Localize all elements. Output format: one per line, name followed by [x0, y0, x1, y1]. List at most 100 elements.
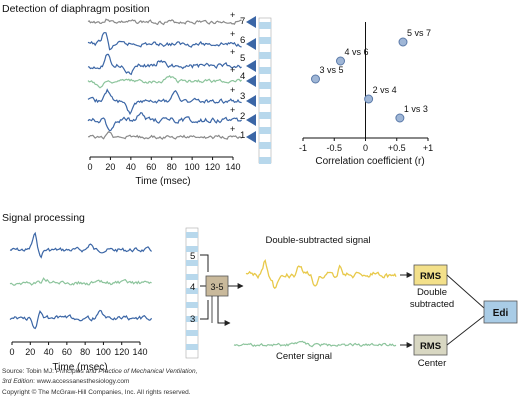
top-trace-arrow-6: [246, 38, 256, 50]
polarity-plus: +: [230, 29, 235, 39]
axis-tick-label: 100: [96, 347, 111, 357]
processed-traces: [233, 258, 397, 348]
corr-x-tick-label: -1: [299, 143, 307, 153]
top-section-title: Detection of diaphragm position: [2, 3, 150, 15]
axis-tick-label: 40: [44, 347, 54, 357]
corr-point: [336, 56, 345, 66]
corr-x-tick-label: +1: [423, 143, 433, 153]
top-electrode-segment: [259, 22, 271, 29]
bottom-time-axis: 0 20 40 60 80 100 120 140: [9, 341, 148, 357]
axis-tick-label: 40: [126, 162, 136, 172]
top-trace-arrow-4: [246, 75, 256, 87]
top-electrode-segment: [259, 127, 271, 134]
corr-point: [398, 37, 408, 47]
axis-tick-label: 80: [80, 347, 90, 357]
axis-tick-label: 140: [225, 162, 240, 172]
center-signal-trace: [233, 340, 397, 348]
line-center-to-edi: [446, 315, 485, 346]
corr-point: [395, 113, 405, 123]
center-caption: Center: [418, 358, 447, 369]
corr-x-tick-label: -0.5: [326, 143, 342, 153]
top-trace-arrow-5: [246, 60, 256, 72]
footer-source: Source: Tobin MJ: Principles and Practic…: [2, 368, 198, 375]
electrode-number-4: 4: [240, 71, 245, 82]
axis-tick-label: 20: [105, 162, 115, 172]
bottom-electrode-segment: [186, 316, 198, 322]
top-trace-3: [87, 88, 242, 116]
top-trace-arrow-1: [246, 131, 256, 143]
top-electrode-segment: [259, 157, 271, 164]
electrode-number-2: 2: [240, 111, 245, 122]
corr-point: [311, 74, 320, 84]
bottom-electrode-segment: [186, 260, 198, 266]
correlation-x-label: Correlation coefficient (r): [315, 156, 424, 167]
arrow-to-center: [217, 296, 231, 326]
axis-tick-label: 120: [205, 162, 220, 172]
bottom-trace-5: [9, 231, 153, 259]
top-trace-arrow-2: [246, 114, 256, 126]
bottom-electrode-segment: [186, 232, 198, 238]
correlation-chart: -1 -0.5 0 +0.5 +1 5 vs 7 4 vs 63 vs 5 2 vs 4 1 v…: [299, 22, 433, 153]
top-electrode-segment: [259, 112, 271, 119]
top-time-axis-label: Time (msec): [135, 176, 190, 187]
bottom-electrode-segment: [186, 302, 198, 308]
top-trace-2: [87, 112, 243, 132]
electrode-number-3: 3: [240, 91, 245, 102]
double-subtracted-label: Double-subtracted signal: [265, 235, 370, 246]
top-time-axis: 0 20 40 60 80 100 120 140: [87, 156, 241, 172]
axis-tick-label: 120: [114, 347, 129, 357]
axis-tick-label: 20: [25, 347, 35, 357]
bottom-electrode-segment: [186, 274, 198, 280]
bracket-5: [200, 254, 209, 272]
footer-copyright: Copyright © The McGraw-Hill Companies, I…: [2, 388, 191, 396]
top-trace-7: [87, 18, 242, 26]
corr-point-label: 1 vs 3: [404, 104, 428, 114]
corr-x-tick-label: 0: [363, 143, 368, 153]
top-electrode-bar: [258, 17, 272, 164]
center-signal-label: Center signal: [276, 351, 332, 362]
corr-x-tick-label: +0.5: [388, 143, 406, 153]
bottom-time-axis-label: Time (msec): [52, 362, 107, 373]
edi-box: [483, 300, 518, 324]
polarity-plus: +: [230, 124, 235, 134]
top-trace-arrow-3: [246, 95, 256, 107]
bottom-section-title: Signal processing: [2, 212, 85, 224]
top-electrode-segment: [259, 37, 271, 44]
bottom-electrode-segment: [186, 246, 198, 252]
axis-tick-label: 60: [62, 347, 72, 357]
bottom-traces: [9, 231, 153, 330]
electrode-number-6: 6: [240, 35, 245, 46]
polarity-plus: +: [230, 85, 235, 95]
electrode-number-7: 7: [240, 16, 245, 27]
bottom-trace-3: [9, 309, 153, 330]
bottom-electrode-segment: [186, 344, 198, 350]
bottom-electrode-number-3: 3: [190, 314, 195, 325]
corr-point-label: 5 vs 7: [407, 28, 431, 38]
bracket-3: [200, 300, 209, 320]
axis-tick-label: 60: [146, 162, 156, 172]
top-electrode-segment: [259, 82, 271, 89]
polarity-plus: +: [230, 47, 235, 57]
corr-point-label: 3 vs 5: [320, 65, 344, 75]
bottom-electrode-number-5: 5: [190, 251, 195, 262]
top-electrode-segment: [259, 67, 271, 74]
footer-edition: 3rd Edition: www.accessanesthesiology.co…: [2, 378, 129, 385]
bottom-electrode-segment: [186, 330, 198, 336]
top-trace-5: [87, 53, 242, 76]
corr-point-label: 2 vs 4: [373, 85, 397, 95]
top-electrode-labels: 7 6 5 4 3 2 1 + + + + + + +: [230, 10, 245, 141]
double-subtracted-trace: [245, 258, 397, 290]
top-trace-6: [87, 31, 242, 51]
top-electrode-segment: [259, 52, 271, 59]
rms-label-center: RMS: [420, 341, 441, 352]
bottom-electrode-number-4: 4: [190, 282, 195, 293]
polarity-plus: +: [230, 10, 235, 20]
center-pair-label: 3-5: [210, 282, 223, 292]
edi-label: Edi: [493, 308, 509, 319]
corr-point: [364, 94, 374, 104]
bottom-electrode-bar: 5 4 3: [185, 227, 199, 359]
top-trace-arrow-7: [246, 16, 256, 28]
axis-tick-label: 0: [9, 347, 14, 357]
bottom-trace-4: [9, 277, 152, 286]
